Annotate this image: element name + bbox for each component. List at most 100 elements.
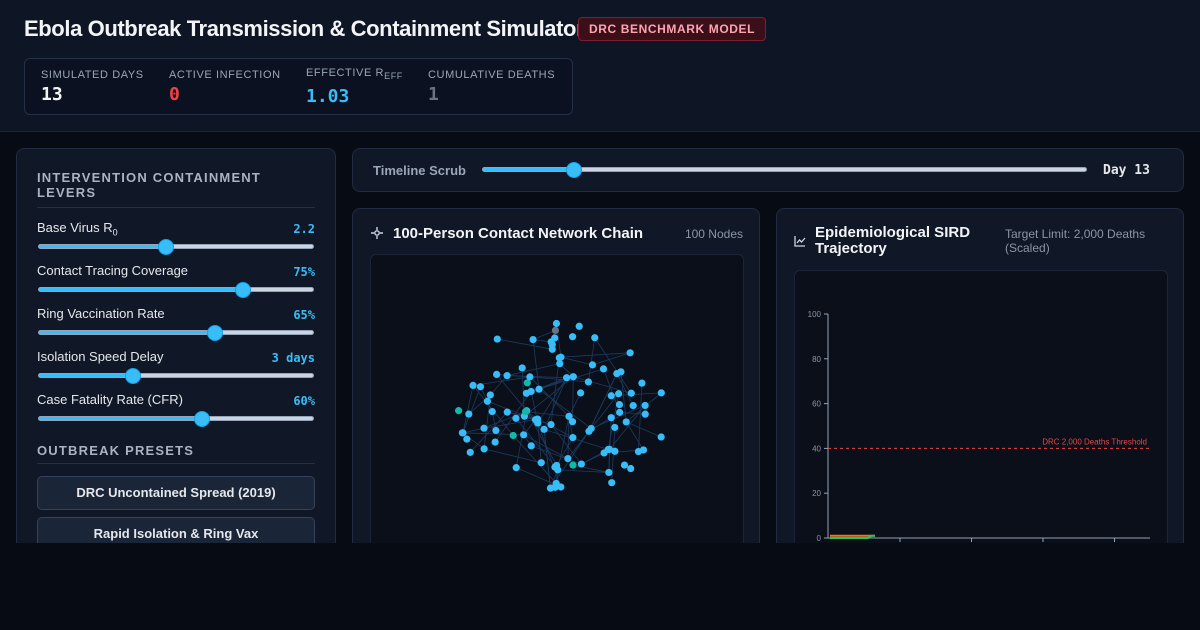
network-node[interactable] — [546, 484, 555, 492]
lever-isolation-delay: Isolation Speed Delay 3 days — [37, 349, 315, 389]
network-node[interactable] — [608, 479, 616, 487]
network-node[interactable] — [577, 460, 585, 468]
levers-title: INTERVENTION CONTAINMENT LEVERS — [37, 170, 262, 200]
network-node[interactable] — [509, 431, 517, 440]
network-node[interactable] — [459, 429, 467, 437]
slider-fill — [39, 331, 215, 334]
network-node[interactable] — [569, 373, 577, 381]
network-node[interactable] — [627, 389, 635, 397]
network-node[interactable] — [555, 354, 563, 362]
contact-tracing-slider[interactable] — [38, 282, 314, 298]
network-node[interactable] — [617, 368, 625, 376]
network-node[interactable] — [557, 483, 565, 491]
network-node[interactable] — [480, 445, 488, 453]
network-node[interactable] — [585, 427, 593, 435]
network-node[interactable] — [551, 326, 560, 334]
network-node[interactable] — [469, 381, 477, 390]
network-node[interactable] — [488, 407, 496, 416]
isolation-delay-slider[interactable] — [38, 368, 314, 384]
network-node[interactable] — [626, 349, 634, 357]
network-node[interactable] — [520, 431, 528, 439]
slider-thumb[interactable] — [158, 239, 175, 255]
network-node[interactable] — [629, 402, 637, 410]
network-node[interactable] — [620, 461, 629, 469]
network-node[interactable] — [512, 414, 520, 422]
network-node[interactable] — [503, 408, 511, 416]
network-node[interactable] — [641, 401, 649, 410]
network-node[interactable] — [548, 341, 556, 349]
ring-vaccination-slider[interactable] — [38, 325, 314, 341]
y-tick-label: 80 — [812, 355, 821, 364]
network-node[interactable] — [627, 464, 635, 473]
network-node[interactable] — [575, 322, 583, 330]
network-node[interactable] — [483, 397, 492, 405]
cfr-slider[interactable] — [38, 411, 314, 427]
network-node[interactable] — [512, 464, 520, 472]
network-node[interactable] — [547, 420, 555, 429]
network-node[interactable] — [607, 392, 615, 400]
network-node[interactable] — [568, 418, 577, 426]
network-node[interactable] — [588, 361, 597, 369]
network-node[interactable] — [563, 374, 571, 382]
network-node[interactable] — [607, 414, 615, 422]
network-node[interactable] — [605, 468, 613, 477]
stat-label: ACTIVE INFECTION — [169, 69, 281, 81]
network-node[interactable] — [454, 407, 463, 415]
slider-thumb[interactable] — [234, 282, 251, 298]
slider-thumb[interactable] — [193, 411, 210, 427]
network-node[interactable] — [486, 391, 494, 399]
network-node[interactable] — [638, 379, 646, 387]
network-node[interactable] — [556, 360, 564, 368]
network-node[interactable] — [634, 447, 643, 456]
network-node[interactable] — [493, 370, 501, 378]
network-node[interactable] — [622, 418, 630, 426]
network-node[interactable] — [591, 334, 599, 342]
network-node[interactable] — [534, 419, 542, 427]
network-node[interactable] — [657, 433, 665, 441]
network-node[interactable] — [522, 408, 530, 416]
network-node[interactable] — [503, 372, 511, 380]
network-node[interactable] — [611, 423, 619, 432]
network-node[interactable] — [466, 448, 474, 456]
slider-thumb[interactable] — [207, 325, 224, 341]
network-node[interactable] — [480, 424, 488, 432]
network-node[interactable] — [463, 435, 471, 443]
preset-drc-uncontained-button[interactable]: DRC Uncontained Spread (2019) — [37, 476, 315, 510]
network-node[interactable] — [465, 410, 473, 418]
divider — [37, 463, 315, 464]
network-node[interactable] — [600, 449, 608, 457]
network-node[interactable] — [540, 425, 548, 433]
network-node[interactable] — [527, 442, 535, 450]
network-node[interactable] — [522, 389, 531, 397]
network-canvas[interactable] — [370, 254, 744, 556]
slider-thumb[interactable] — [566, 162, 583, 178]
network-node[interactable] — [641, 410, 649, 418]
network-node[interactable] — [552, 319, 561, 328]
network-node[interactable] — [657, 389, 665, 397]
network-node[interactable] — [529, 335, 537, 344]
network-node[interactable] — [564, 454, 572, 463]
network-node[interactable] — [492, 426, 500, 435]
network-node[interactable] — [537, 459, 545, 467]
slider-thumb[interactable] — [125, 368, 142, 384]
network-node[interactable] — [535, 385, 543, 393]
network-node[interactable] — [568, 333, 577, 341]
network-node[interactable] — [615, 400, 624, 409]
network-node[interactable] — [526, 373, 534, 381]
network-node[interactable] — [569, 434, 577, 442]
network-node[interactable] — [584, 378, 593, 386]
network-node[interactable] — [569, 461, 577, 469]
network-node[interactable] — [614, 390, 623, 398]
network-node[interactable] — [616, 408, 624, 416]
network-node[interactable] — [493, 335, 501, 343]
network-node[interactable] — [491, 438, 499, 446]
timeline-slider[interactable] — [482, 162, 1087, 178]
network-node[interactable] — [577, 389, 585, 397]
network-node[interactable] — [518, 364, 526, 372]
r0-slider[interactable] — [38, 239, 314, 255]
network-node[interactable] — [599, 365, 608, 373]
network-node[interactable] — [476, 383, 485, 391]
network-node[interactable] — [565, 412, 573, 421]
network-node[interactable] — [523, 379, 531, 387]
network-node[interactable] — [553, 461, 561, 470]
